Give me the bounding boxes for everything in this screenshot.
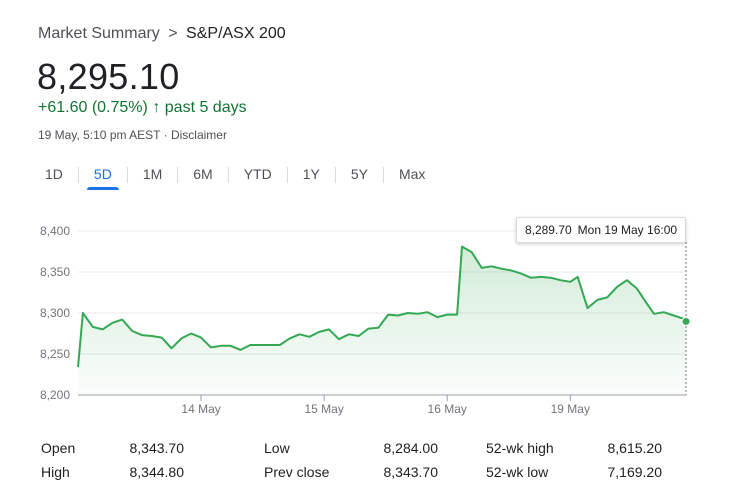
range-tabs: 1D 5D 1M 6M YTD 1Y 5Y Max [30,158,440,188]
price-value: 8,295.10 [37,56,180,97]
tab-max[interactable]: Max [398,166,426,182]
price-area-fill [78,246,686,395]
breadcrumb-parent-link[interactable]: Market Summary [38,25,160,42]
tab-divider [334,167,336,183]
breadcrumb-separator: > [168,25,178,42]
tab-5y[interactable]: 5Y [350,166,368,182]
stat-open-value: 8,343.70 [129,440,185,456]
tab-divider [177,167,179,183]
change-amount: +61.60 (0.75%) [38,99,148,116]
tab-6m[interactable]: 6M [193,166,213,182]
breadcrumb: Market Summary > S&P/ASX 200 [38,25,286,43]
price-change: +61.60 (0.75%) ↑ past 5 days [38,99,247,117]
stat-open-label: Open [41,440,76,456]
stat-high-label: High [41,464,70,480]
stat-low-label: Low [264,440,290,456]
tooltip-value: 8,289.70 [524,223,572,237]
stat-52wk-high-label: 52-wk high [486,440,554,456]
tab-5d[interactable]: 5D [79,158,127,188]
tab-divider [382,167,384,183]
y-tick-label: 8,250 [40,347,70,361]
stat-52wk-low-value: 7,169.20 [607,464,663,480]
tab-divider [286,167,288,183]
x-tick-label: 16 May [428,402,467,416]
stat-prev-close-label: Prev close [264,464,330,480]
stat-52wk-high-value: 8,615.20 [607,440,663,456]
stat-low-value: 8,284.00 [383,440,439,456]
tab-1y[interactable]: 1Y [302,166,320,182]
stat-high-value: 8,344.80 [129,464,185,480]
timestamp-disclaimer: 19 May, 5:10 pm AEST · Disclaimer [38,128,227,142]
x-tick-label: 15 May [304,402,343,416]
tab-1d[interactable]: 1D [45,166,63,182]
up-arrow-icon: ↑ [152,99,161,116]
price-line [77,245,687,368]
breadcrumb-current: S&P/ASX 200 [186,25,286,42]
price-chart[interactable]: 8,200 8,250 8,300 8,350 8,400 14 May 15 May 16 … [0,200,736,425]
tooltip-datetime: Mon 19 May 16:00 [577,223,678,237]
change-period: past 5 days [164,99,247,116]
x-tick-label: 14 May [181,402,220,416]
tab-divider [126,167,128,183]
hover-point [681,316,691,326]
chart-tooltip: 8,289.70 Mon 19 May 16:00 [516,217,686,243]
tab-divider [227,167,229,183]
y-tick-label: 8,300 [40,306,70,320]
x-tick-label: 19 May [551,402,590,416]
y-tick-label: 8,350 [40,265,70,279]
stat-prev-close-value: 8,343.70 [383,464,439,480]
stat-52wk-low-label: 52-wk low [486,464,549,480]
y-tick-label: 8,200 [40,388,70,402]
tab-1m[interactable]: 1M [142,166,163,182]
y-tick-label: 8,400 [40,224,70,238]
tab-ytd[interactable]: YTD [243,166,272,182]
